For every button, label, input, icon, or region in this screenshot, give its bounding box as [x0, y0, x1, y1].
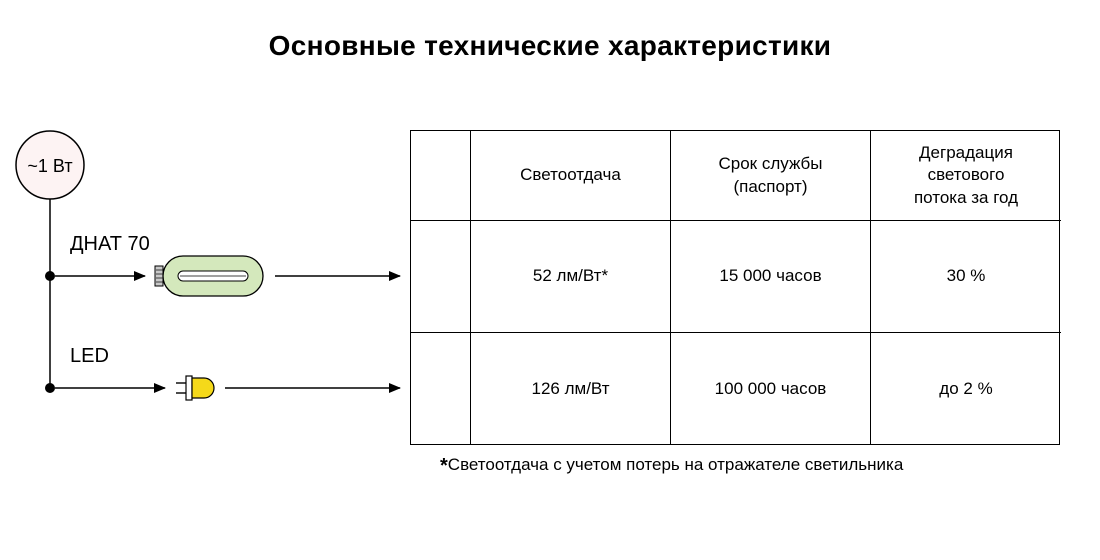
- spec-table: Светоотдача Срок службы (паспорт) Деград…: [410, 130, 1060, 445]
- row2-blank: [411, 333, 471, 445]
- led-icon: [176, 376, 214, 400]
- row2-c1: 126 лм/Вт: [471, 333, 671, 445]
- header-blank: [411, 131, 471, 221]
- row2-c2: 100 000 часов: [671, 333, 871, 445]
- footnote-text: Светоотдача с учетом потерь на отражател…: [448, 455, 904, 474]
- row1-c2: 15 000 часов: [671, 221, 871, 333]
- branch1-label: ДНАТ 70: [70, 233, 150, 255]
- footnote-star-icon: *: [440, 455, 448, 477]
- watt-label: ~1 Вт: [27, 156, 72, 176]
- diagram-stage: ~1 Вт ДНАТ 70 LED: [0, 130, 1100, 530]
- page-title: Основные технические характеристики: [0, 30, 1100, 62]
- flow-diagram: ~1 Вт ДНАТ 70 LED: [0, 130, 410, 450]
- row1-c1: 52 лм/Вт*: [471, 221, 671, 333]
- header-col2: Срок службы (паспорт): [671, 131, 871, 221]
- row1-blank: [411, 221, 471, 333]
- footnote: *Светоотдача с учетом потерь на отражате…: [440, 455, 903, 478]
- node-led: [45, 383, 55, 393]
- row2-c3: до 2 %: [871, 333, 1061, 445]
- dnat-bulb-icon: [155, 256, 263, 296]
- header-col1: Светоотдача: [471, 131, 671, 221]
- header-col3: Деградация светового потока за год: [871, 131, 1061, 221]
- row1-c3: 30 %: [871, 221, 1061, 333]
- node-dnat: [45, 271, 55, 281]
- branch2-label: LED: [70, 345, 109, 367]
